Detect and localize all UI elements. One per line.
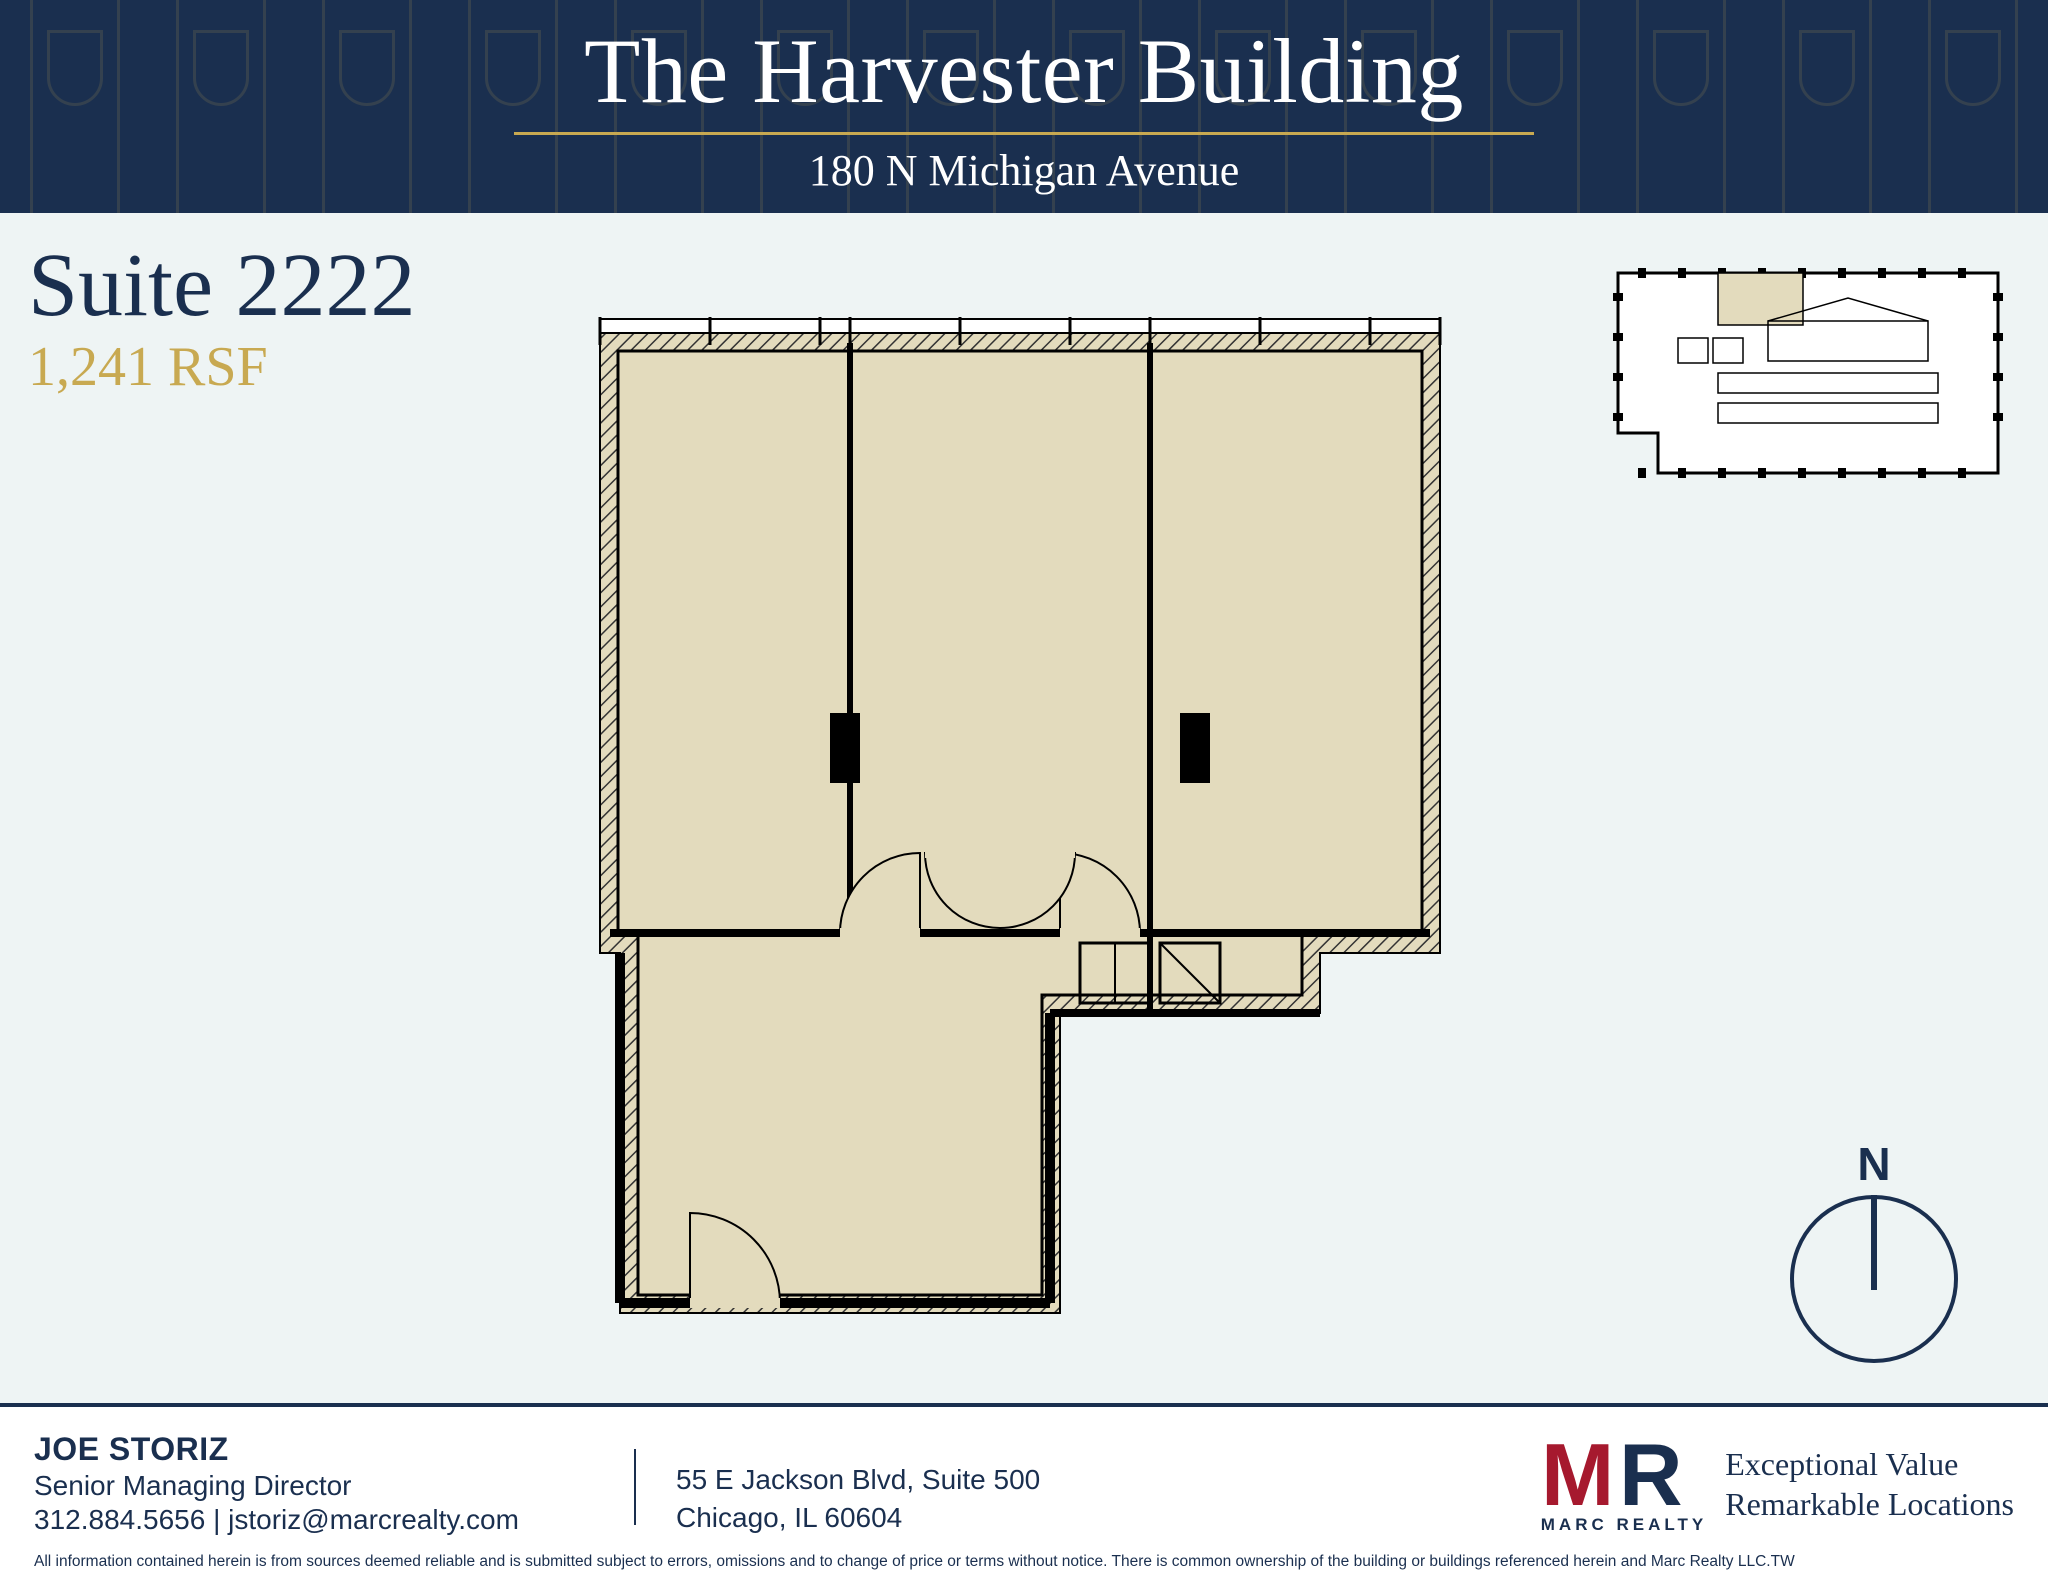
title-divider [514,132,1534,135]
mr-logo-letters: M R [1541,1433,1707,1513]
mr-logo: M R MARC REALTY [1541,1433,1707,1535]
svg-text:R: R [1619,1433,1683,1517]
north-label: N [1790,1137,1958,1191]
pipe: | [213,1504,228,1535]
contact-phone-email: 312.884.5656 | jstoriz@marcrealty.com [34,1504,634,1536]
contact-title: Senior Managing Director [34,1470,634,1502]
vertical-divider [634,1449,636,1525]
address-line2: Chicago, IL 60604 [676,1499,1040,1537]
floorplan [560,293,1480,1353]
building-title: The Harvester Building [584,18,1464,124]
keyplan [1598,243,2018,503]
contact-block: JOE STORIZ Senior Managing Director 312.… [34,1431,634,1536]
contact-name: JOE STORIZ [34,1431,634,1468]
suite-info: Suite 2222 1,241 RSF [28,241,416,399]
footer: JOE STORIZ Senior Managing Director 312.… [0,1403,2048,1583]
svg-text:M: M [1541,1433,1614,1517]
address-line1: 55 E Jackson Blvd, Suite 500 [676,1461,1040,1499]
contact-address: 55 E Jackson Blvd, Suite 500 Chicago, IL… [676,1461,1040,1537]
content-area: Suite 2222 1,241 RSF N [0,213,2048,1403]
compass-icon [1790,1195,1958,1363]
north-indicator: N [1790,1137,1958,1363]
mr-logo-sub: MARC REALTY [1541,1515,1707,1535]
tagline-1: Exceptional Value [1725,1444,2014,1484]
suite-title: Suite 2222 [28,241,416,331]
header-banner: The Harvester Building 180 N Michigan Av… [0,0,2048,213]
contact-phone: 312.884.5656 [34,1504,205,1535]
building-address: 180 N Michigan Avenue [0,145,2048,196]
brand-tagline: Exceptional Value Remarkable Locations [1725,1444,2014,1524]
disclaimer: All information contained herein is from… [34,1553,2014,1571]
contact-email: jstoriz@marcrealty.com [228,1504,519,1535]
tagline-2: Remarkable Locations [1725,1484,2014,1524]
suite-rsf: 1,241 RSF [28,335,416,399]
brand-block: M R MARC REALTY Exceptional Value Remark… [1541,1433,2014,1535]
